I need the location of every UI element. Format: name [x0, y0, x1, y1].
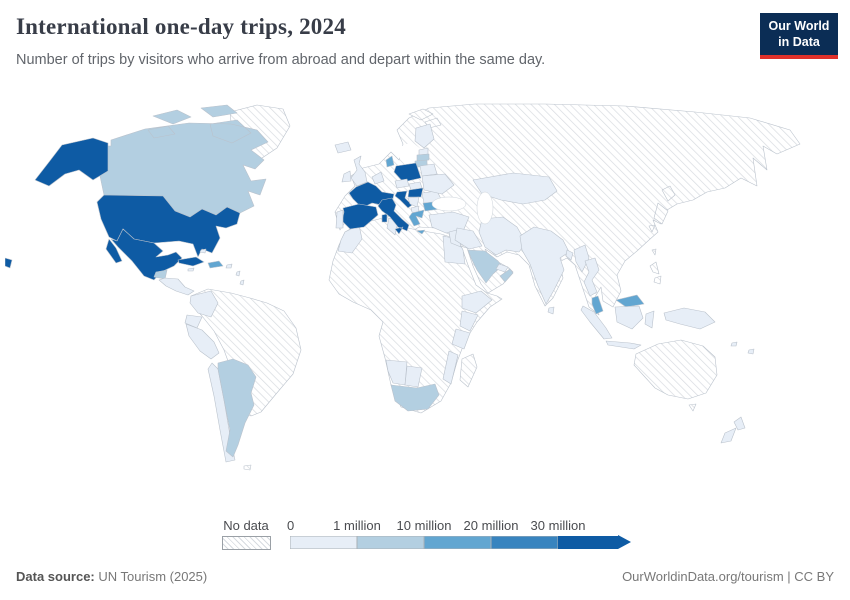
country-hungary[interactable]: [407, 187, 424, 198]
region-south-america-no-data[interactable]: [190, 288, 302, 417]
country-poland[interactable]: [393, 162, 422, 183]
country-greece[interactable]: [408, 209, 426, 235]
region-eurasia-no-data[interactable]: [334, 103, 801, 316]
world-map: [5, 100, 845, 515]
country-philippines[interactable]: [649, 261, 662, 285]
country-finland[interactable]: [414, 123, 435, 149]
caspian-sea: [476, 191, 494, 225]
country-japan[interactable]: [648, 185, 676, 233]
country-jamaica[interactable]: [187, 267, 195, 272]
country-dominican-republic[interactable]: [207, 260, 224, 269]
country-taiwan[interactable]: [651, 248, 657, 256]
country-united-kingdom[interactable]: [350, 155, 368, 187]
baltic-sea-water: [398, 142, 422, 166]
legend-bin-2[interactable]: [424, 536, 491, 549]
country-falkland-islands[interactable]: [243, 464, 252, 471]
country-bahamas[interactable]: [199, 248, 207, 254]
country-turkey[interactable]: [428, 211, 470, 234]
country-oman[interactable]: [499, 268, 514, 283]
legend-tick-1: 1 million: [333, 518, 381, 533]
country-kenya[interactable]: [459, 310, 479, 332]
region-new-guinea[interactable]: [663, 307, 716, 330]
attribution-link[interactable]: OurWorldinData.org/tourism | CC BY: [622, 569, 834, 584]
legend-arrow-icon: [618, 535, 631, 549]
country-ethiopia[interactable]: [461, 290, 493, 314]
country-australia[interactable]: [633, 339, 718, 400]
country-ukraine[interactable]: [421, 173, 455, 195]
country-india[interactable]: [519, 226, 570, 305]
country-belarus[interactable]: [419, 163, 438, 177]
region-pacific-islands[interactable]: [730, 341, 755, 355]
data-source-note: Data source: UN Tourism (2025): [16, 569, 207, 584]
country-botswana[interactable]: [404, 365, 423, 388]
black-sea: [431, 196, 467, 212]
country-cuba[interactable]: [177, 256, 205, 267]
country-croatia[interactable]: [394, 190, 413, 209]
country-iraq[interactable]: [454, 227, 483, 250]
region-benelux[interactable]: [371, 171, 385, 185]
country-mexico[interactable]: [105, 228, 183, 281]
country-argentina[interactable]: [217, 358, 257, 458]
country-south-africa[interactable]: [390, 383, 440, 412]
country-mozambique[interactable]: [442, 350, 459, 385]
country-colombia[interactable]: [189, 290, 219, 318]
legend-color-bar: [290, 535, 631, 549]
country-tanzania[interactable]: [451, 328, 471, 350]
country-denmark[interactable]: [385, 155, 395, 168]
owid-logo[interactable]: Our World in Data: [760, 13, 838, 60]
region-central-america[interactable]: [158, 277, 195, 296]
country-thailand[interactable]: [583, 257, 600, 297]
country-new-zealand[interactable]: [720, 416, 746, 444]
country-sri-lanka[interactable]: [547, 306, 555, 315]
country-malaysia[interactable]: [591, 294, 645, 315]
owid-logo-line1: Our World: [768, 19, 830, 33]
country-ireland[interactable]: [341, 170, 352, 183]
legend-tick-2: 10 million: [396, 518, 452, 533]
country-lesser-antilles[interactable]: [225, 263, 245, 286]
chart-subtitle: Number of trips by visitors who arrive f…: [16, 52, 546, 68]
country-united-states[interactable]: [5, 137, 241, 269]
country-czechia[interactable]: [394, 178, 410, 189]
legend-no-data-swatch[interactable]: [222, 536, 271, 550]
chart-footer: Data source: UN Tourism (2025) OurWorldi…: [16, 569, 834, 584]
region-uae-qatar[interactable]: [495, 263, 509, 273]
country-italy[interactable]: [377, 197, 410, 235]
owid-logo-line2: in Data: [778, 34, 820, 49]
country-canada[interactable]: [70, 104, 269, 218]
country-indonesia[interactable]: [580, 305, 655, 350]
country-myanmar[interactable]: [573, 244, 590, 273]
legend-bin-1[interactable]: [357, 536, 424, 549]
legend-bin-3[interactable]: [491, 536, 558, 549]
country-tasmania[interactable]: [688, 403, 697, 412]
country-latvia[interactable]: [416, 153, 430, 162]
legend-bin-0[interactable]: [290, 536, 357, 549]
data-source-label: Data source:: [16, 569, 95, 584]
country-namibia[interactable]: [385, 359, 408, 386]
country-portugal[interactable]: [335, 209, 344, 229]
legend-no-data-label: No data: [223, 518, 269, 533]
country-iceland[interactable]: [334, 141, 352, 154]
country-peru[interactable]: [185, 323, 220, 360]
data-source-value: UN Tourism (2025): [94, 569, 208, 584]
legend-tick-3: 20 million: [463, 518, 519, 533]
legend-bin-4[interactable]: [558, 536, 618, 549]
country-bangladesh[interactable]: [565, 249, 574, 261]
legend-tick-4: 30 million: [530, 518, 586, 533]
country-iran[interactable]: [478, 216, 527, 256]
page-title: International one-day trips, 2024: [16, 14, 346, 39]
country-saudi-arabia[interactable]: [467, 249, 503, 284]
country-spain[interactable]: [341, 203, 379, 230]
country-madagascar[interactable]: [459, 353, 478, 388]
legend-tick-0: 0: [287, 518, 295, 533]
